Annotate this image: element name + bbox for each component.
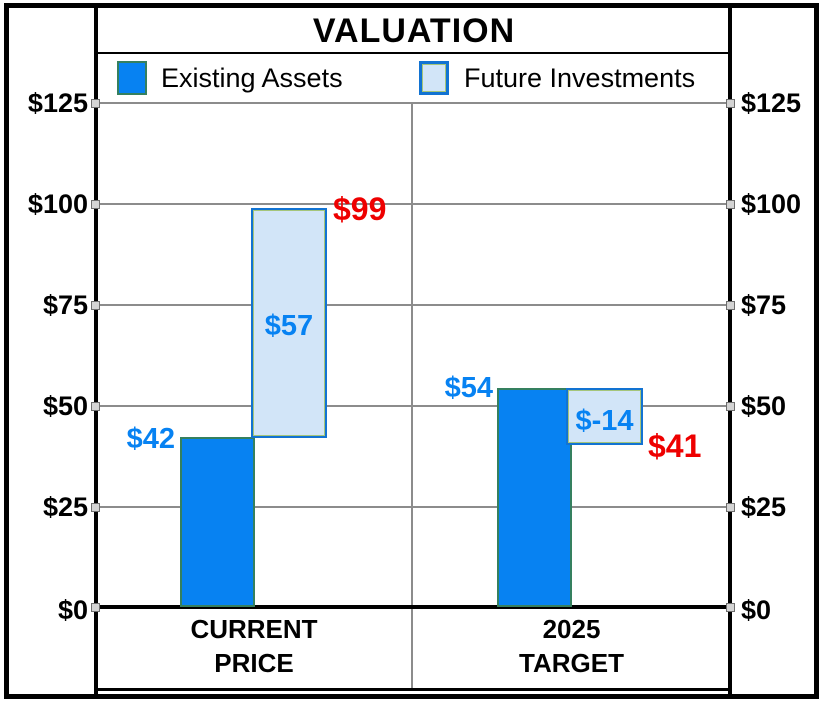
ytick-left-25: $25 — [42, 492, 88, 522]
selection-handle[interactable] — [91, 603, 100, 612]
value-label-current-existing: $42 — [126, 423, 175, 455]
ytick-left-100: $100 — [27, 189, 88, 219]
ytick-left-125: $125 — [27, 88, 88, 118]
selection-handle[interactable] — [91, 99, 100, 108]
selection-handle[interactable] — [726, 402, 735, 411]
left-axis-line — [94, 8, 98, 695]
selection-handle[interactable] — [91, 402, 100, 411]
category-label-2025-target: 2025 TARGET — [519, 614, 624, 678]
selection-handle[interactable] — [91, 503, 100, 512]
bar-target-existing-assets[interactable] — [497, 388, 572, 607]
selection-handle[interactable] — [726, 503, 735, 512]
bar-current-future-investments[interactable] — [251, 208, 327, 438]
gridline-100 — [99, 203, 728, 205]
ytick-left-0: $0 — [57, 595, 88, 625]
legend-label-future-investments[interactable]: Future Investments — [464, 63, 696, 93]
ytick-right-100: $100 — [741, 189, 802, 219]
category-box-bottom-line — [96, 688, 732, 691]
ytick-right-25: $25 — [741, 492, 787, 522]
ytick-right-50: $50 — [741, 391, 787, 421]
zero-axis-line — [96, 605, 732, 609]
category-divider-line — [411, 103, 413, 689]
legend-swatch-existing-assets[interactable] — [117, 61, 147, 95]
selection-handle[interactable] — [726, 301, 735, 310]
gridline-75 — [99, 304, 728, 306]
legend-swatch-future-investments[interactable] — [419, 61, 449, 95]
value-label-target-existing: $54 — [444, 372, 493, 404]
title-divider-line — [96, 52, 732, 54]
selection-handle[interactable] — [726, 200, 735, 209]
selection-handle[interactable] — [726, 603, 735, 612]
category-label-current-price: CURRENT PRICE — [190, 614, 318, 678]
ytick-right-125: $125 — [741, 88, 802, 118]
selection-handle[interactable] — [91, 301, 100, 310]
legend-label-existing-assets[interactable]: Existing Assets — [161, 63, 343, 93]
value-label-target-future: $-14 — [575, 405, 634, 437]
gridline-125 — [99, 102, 728, 104]
right-axis-line — [728, 8, 732, 695]
ytick-right-75: $75 — [741, 290, 787, 320]
value-label-current-future: $57 — [264, 310, 314, 342]
ytick-left-50: $50 — [42, 391, 88, 421]
bar-target-future-investments[interactable] — [566, 388, 643, 445]
selection-handle[interactable] — [91, 200, 100, 209]
ytick-left-75: $75 — [42, 290, 88, 320]
bar-current-existing-assets[interactable] — [180, 437, 255, 607]
ytick-right-0: $0 — [741, 595, 772, 625]
chart-title[interactable]: VALUATION — [312, 12, 516, 50]
selection-handle[interactable] — [726, 99, 735, 108]
total-label-target: $41 — [648, 428, 702, 464]
chart-outer-frame — [4, 3, 819, 699]
gridline-50 — [99, 405, 728, 407]
total-label-current: $99 — [333, 191, 387, 227]
gridline-25 — [99, 506, 728, 508]
